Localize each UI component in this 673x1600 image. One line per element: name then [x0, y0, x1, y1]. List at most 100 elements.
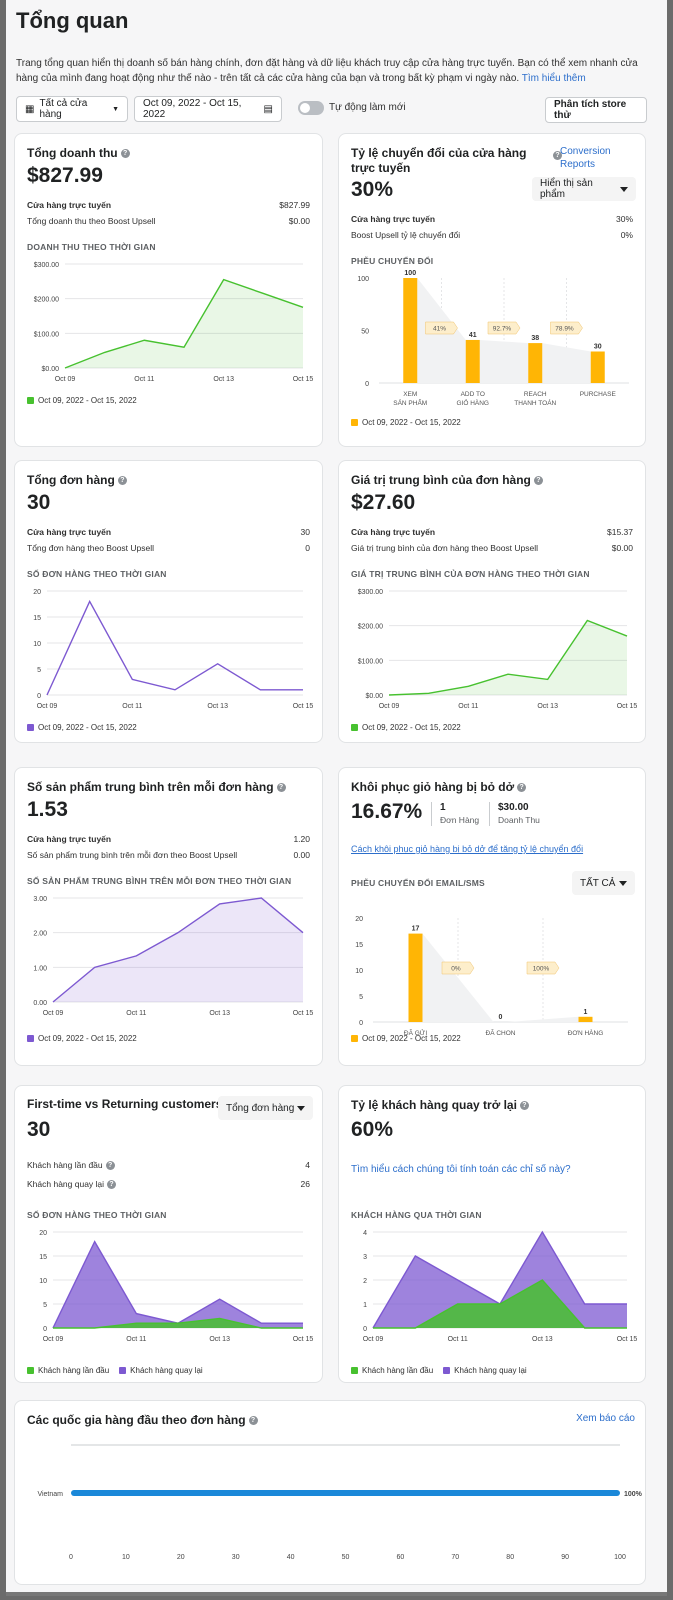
category-label: ĐƠN HÀNG	[568, 1028, 604, 1035]
help-icon[interactable]: ?	[517, 783, 527, 793]
x-tick-label: Oct 09	[363, 1336, 384, 1343]
revenue-card: Tổng doanh thu? $827.99 Cửa hàng trực tu…	[14, 133, 323, 447]
help-icon[interactable]: ?	[105, 1161, 115, 1171]
card-title: Các quốc gia hàng đầu theo đơn hàng?	[27, 1413, 258, 1427]
top-countries-card: Các quốc gia hàng đầu theo đơn hàng? Xem…	[14, 1400, 646, 1585]
chart-legend: Oct 09, 2022 - Oct 15, 2022	[27, 723, 137, 732]
view-report-link[interactable]: Xem báo cáo	[576, 1413, 635, 1424]
legend-swatch	[351, 724, 358, 732]
metric-select[interactable]: Tổng đơn hàng	[218, 1096, 313, 1120]
conversion-reports-link[interactable]: Conversion Reports	[560, 146, 611, 170]
legend-swatch	[351, 419, 358, 427]
conversion-rate-badge	[526, 961, 560, 975]
funnel-bar	[408, 933, 423, 1022]
channel-select[interactable]: TẤT CẢ	[572, 871, 635, 895]
funnel-bar	[465, 339, 480, 383]
y-tick-label: $0.00	[41, 366, 59, 373]
help-icon[interactable]: ?	[107, 1180, 117, 1190]
funnel-connector	[542, 343, 591, 383]
funnel-bar	[528, 343, 543, 383]
x-tick-label: 70	[451, 1554, 459, 1561]
y-tick-label: 20	[355, 916, 363, 923]
x-tick-label: Oct 15	[293, 1336, 314, 1343]
help-icon[interactable]: ?	[533, 476, 543, 486]
legend-swatch	[443, 1367, 451, 1375]
funnel-connector	[507, 1016, 579, 1022]
chart-legend: Oct 09, 2022 - Oct 15, 2022	[351, 723, 461, 732]
help-icon[interactable]: ?	[117, 476, 127, 486]
learn-more-link[interactable]: Tìm hiểu thêm	[521, 73, 586, 84]
metric-row: Cửa hàng trực tuyến 30	[27, 527, 310, 537]
x-tick-label: Oct 09	[43, 1336, 64, 1343]
metric-row: Giá trị trung bình của đơn hàng theo Boo…	[351, 543, 633, 553]
legend-swatch	[119, 1367, 127, 1375]
items-chart: 3.00 2.00 1.00 0.00 Oct 09 Oct 11 Oct 13 Oct 15	[33, 896, 313, 1017]
product-view-select[interactable]: Hiển thị sản phẩm	[532, 177, 636, 201]
help-icon[interactable]: ?	[553, 151, 562, 160]
conversion-rate-label: 41%	[433, 326, 446, 333]
x-tick-label: Oct 09	[55, 376, 76, 383]
help-icon[interactable]: ?	[248, 1416, 258, 1426]
returning-total-value: 30	[27, 1118, 51, 1141]
bar-value-label: 0	[499, 1014, 503, 1021]
help-icon[interactable]: ?	[276, 783, 286, 793]
card-title: Tổng doanh thu?	[27, 146, 130, 160]
customers-over-time-chart: 4 3 2 1 0 Oct 09 Oct 11 Oct 13 Oct 15	[363, 1230, 638, 1343]
analyze-store-button[interactable]: Phân tích store thử	[545, 97, 647, 123]
funnel-bar	[590, 351, 605, 383]
store-select[interactable]: ▦ Tất cả cửa hàng ▼	[16, 96, 128, 122]
countries-bar-chart: 0 10 20 30 40 50 60 70 80 90 100 Vietnam 100%	[37, 1444, 643, 1561]
chart-legend: Khách hàng lần đầu Khách hàng quay lại	[27, 1366, 203, 1375]
y-tick-label: 4	[363, 1230, 367, 1237]
x-tick-label: Oct 13	[532, 1336, 553, 1343]
revenue-value: $827.99	[27, 164, 103, 187]
x-tick-label: 40	[287, 1554, 295, 1561]
card-title: Giá trị trung bình của đơn hàng?	[351, 473, 543, 487]
section-label: DOANH THU THEO THỜI GIAN	[27, 242, 156, 252]
bar-value-label: 41	[469, 332, 477, 339]
card-title: Tổng đơn hàng?	[27, 473, 127, 487]
y-tick-label: 3.00	[33, 896, 47, 903]
series-area	[53, 1241, 303, 1328]
help-icon[interactable]: ?	[120, 149, 130, 159]
series-area	[389, 620, 627, 695]
recovered-orders-label: Đơn Hàng	[440, 815, 480, 825]
toggle-knob	[300, 103, 310, 113]
y-tick-label: 10	[39, 1278, 47, 1285]
card-title: Tỷ lệ chuyển đổi của cửa hàng trực tuyến	[351, 146, 527, 175]
auto-refresh-toggle[interactable]	[298, 101, 324, 115]
chart-legend: Oct 09, 2022 - Oct 15, 2022	[351, 1034, 461, 1043]
y-tick-label: 100	[357, 276, 369, 283]
funnel-connector	[422, 933, 494, 1022]
divider	[489, 802, 490, 826]
metric-row: Boost Upsell tỷ lệ chuyển đổi 0%	[351, 230, 633, 240]
calculation-help-link[interactable]: Tìm hiểu cách chúng tôi tính toán các ch…	[351, 1164, 571, 1175]
category-label: THANH TOÁN	[514, 398, 556, 407]
x-tick-label: 100	[614, 1554, 626, 1561]
chart-legend: Oct 09, 2022 - Oct 15, 2022	[351, 418, 461, 427]
y-tick-label: 10	[355, 968, 363, 975]
series-area	[65, 279, 303, 368]
legend-swatch	[27, 1367, 34, 1375]
category-label: ĐÃ GỬI	[404, 1028, 427, 1035]
return-rate-value: 60%	[351, 1118, 394, 1141]
aov-value: $27.60	[351, 491, 416, 514]
cart-recovery-guide-link[interactable]: Cách khôi phục giỏ hàng bị bỏ dở để tăng…	[351, 844, 584, 854]
x-tick-label: Oct 11	[122, 703, 142, 710]
series-line	[52, 897, 304, 1003]
help-icon[interactable]: ?	[519, 1101, 529, 1111]
series-area	[53, 898, 303, 1002]
x-tick-label: Oct 15	[617, 1336, 638, 1343]
category-label: ĐÃ CHỌN	[486, 1028, 516, 1035]
items-value: 1.53	[27, 798, 68, 821]
legend-swatch	[351, 1367, 358, 1375]
x-tick-label: Oct 13	[209, 1336, 230, 1343]
conversion-rate-label: 92.7%	[493, 326, 512, 333]
section-label: PHỄU CHUYỂN ĐỔI EMAIL/SMS	[351, 878, 485, 888]
y-tick-label: 0.00	[33, 1000, 47, 1007]
x-tick-label: Oct 15	[293, 376, 314, 383]
card-title: Số sản phẩm trung bình trên mỗi đơn hàng…	[27, 780, 286, 794]
x-tick-label: 90	[561, 1554, 569, 1561]
date-range-picker[interactable]: Oct 09, 2022 - Oct 15, 2022 ▤	[134, 96, 282, 122]
